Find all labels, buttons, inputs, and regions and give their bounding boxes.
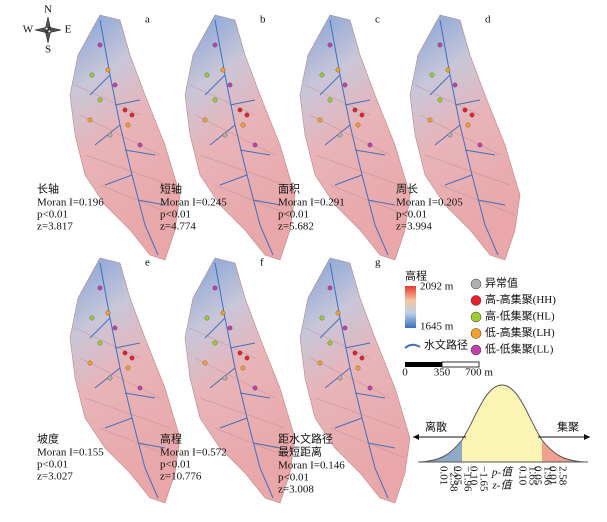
panel-label: 周长: [396, 183, 418, 196]
p-tick: 0.10: [516, 466, 528, 486]
p-tick: 0.01: [546, 466, 558, 485]
panel-stat: Moran I=0.146: [278, 460, 345, 472]
legend-swatch: [470, 295, 482, 306]
panel-stat: z=3.008: [278, 484, 314, 496]
z-tick: 1.96: [541, 466, 553, 486]
p-tick: 0.05: [451, 466, 463, 486]
panel-letter: a: [145, 14, 150, 26]
panel-stat: p<0.01: [278, 209, 309, 221]
panel-letter: b: [260, 14, 266, 26]
panel-stat: p<0.01: [160, 209, 191, 221]
panel-stat: Moran I=0.155: [37, 447, 104, 459]
panel-letter: g: [375, 257, 381, 269]
legend-min: 1645 m: [420, 321, 454, 333]
panel-stat: Moran I=0.205: [396, 197, 463, 209]
p-tick: 0.10: [467, 466, 479, 486]
panel-stat: Moran I=0.572: [160, 447, 227, 459]
compass: N S W E: [23, 4, 72, 56]
compass-n: N: [44, 4, 52, 16]
panel-stat: p<0.01: [37, 459, 68, 471]
panel-stat: z=3.994: [396, 221, 432, 233]
compass-e: E: [65, 24, 72, 36]
legend-swatch: [470, 311, 482, 323]
scale-label: 700 m: [465, 367, 493, 379]
panel-stat: p<0.01: [278, 472, 309, 484]
p-tick: 0.01: [437, 466, 449, 485]
z-tick: −1.65: [477, 466, 489, 492]
normal-curve: 离散 集聚 p-值 z-值 0.01−2.580.05−1.960.10−1.6…: [413, 384, 590, 492]
panel-stat: Moran I=0.291: [278, 197, 345, 209]
panel-stat: p<0.01: [396, 209, 427, 221]
panel-letter: f: [260, 257, 264, 269]
scale-bar: [441, 361, 480, 368]
legend: 高程 2092 m 1645 m 水文路径 0 350 700 m 异常值高-高…: [402, 269, 556, 379]
panel-stat: z=4.774: [160, 221, 196, 233]
curve-p-label: p-值: [491, 466, 514, 479]
panel-label: 最短距离: [278, 445, 322, 459]
panel-label: 面积: [278, 183, 300, 196]
panel-stat: Moran I=0.196: [37, 197, 104, 209]
panel-stat: Moran I=0.245: [160, 197, 227, 209]
panel-label: 长轴: [37, 182, 59, 196]
panel-letter: c: [375, 14, 380, 26]
z-tick: 2.58: [556, 466, 568, 486]
panel-label: 距水文路径: [278, 432, 333, 446]
legend-label: 高-高集聚(HH): [485, 292, 556, 306]
panel-stat: z=5.682: [278, 221, 314, 233]
panel-letter: e: [145, 257, 150, 269]
legend-label: 异常值: [485, 277, 518, 290]
legend-swatch: [470, 344, 482, 356]
panel-stat: p<0.01: [37, 209, 68, 221]
z-tick: −1.96: [461, 466, 473, 492]
elevation-bar: [405, 286, 416, 328]
panel-stat: z=10.776: [160, 471, 202, 483]
legend-max: 2092 m: [420, 281, 454, 293]
compass-s: S: [45, 44, 51, 56]
map: [299, 14, 411, 261]
panel-letter: d: [485, 14, 491, 26]
panel-label: 坡度: [37, 432, 59, 446]
panel-label: 短轴: [160, 182, 182, 196]
compass-w: W: [23, 24, 34, 36]
stream-symbol: [404, 343, 421, 349]
z-tick: −2.58: [447, 466, 459, 492]
legend-stream: 水文路径: [424, 338, 468, 352]
legend-title: 高程: [405, 269, 427, 283]
scale-label: 0: [402, 367, 408, 379]
legend-swatch: [470, 278, 482, 290]
panel-stat: p<0.01: [160, 459, 191, 471]
panel-label: 高程: [160, 432, 182, 446]
z-tick: 1.65: [526, 466, 538, 486]
curve-right-label: 集聚: [557, 420, 579, 434]
scale-label: 350: [434, 367, 451, 379]
scale-bar: [405, 362, 442, 367]
legend-label: 高-低集聚(HL): [485, 309, 555, 323]
curve-left-label: 离散: [425, 420, 447, 434]
legend-swatch: [470, 328, 482, 339]
legend-label: 低-低集聚(LL): [485, 342, 554, 356]
panel-stat: z=3.817: [37, 221, 73, 233]
curve-z-label: z-值: [492, 479, 514, 492]
legend-label: 低-高集聚(LH): [485, 325, 555, 339]
p-tick: 0.05: [531, 466, 543, 486]
panel-stat: z=3.027: [37, 471, 73, 483]
